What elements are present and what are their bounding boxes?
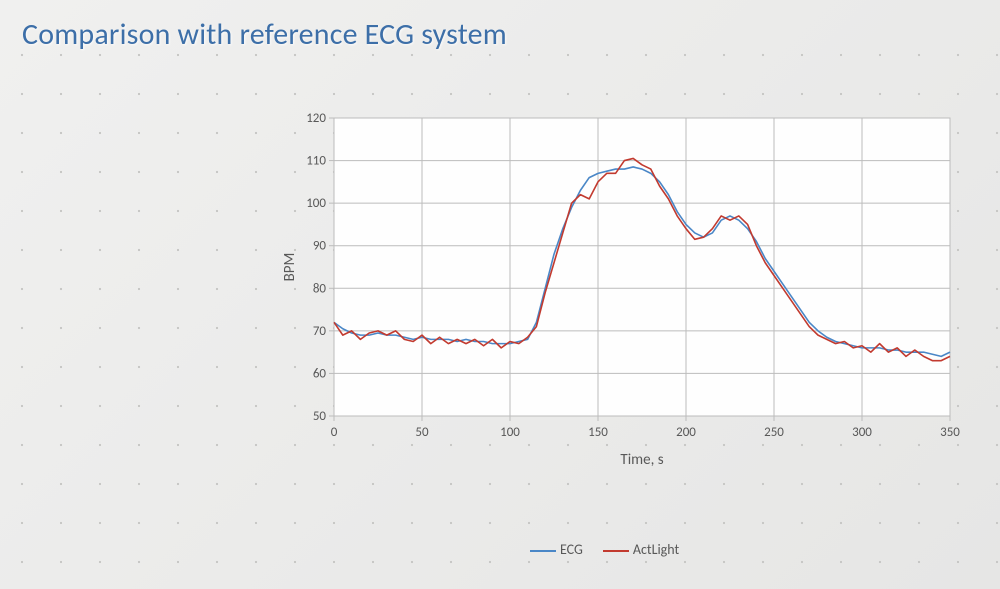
x-tick-label: 50	[415, 425, 429, 440]
y-tick-label: 60	[313, 366, 327, 381]
legend-item-ecg: ECG	[530, 541, 583, 558]
plot-background	[334, 118, 950, 416]
legend-item-actlight: ActLight	[603, 541, 679, 558]
x-axis-label: Time, s	[620, 451, 663, 469]
y-tick-label: 80	[313, 281, 327, 296]
y-tick-label: 120	[306, 111, 326, 126]
y-tick-label: 110	[306, 154, 326, 169]
y-axis-label: BPM	[281, 253, 299, 282]
x-tick-label: 150	[588, 425, 608, 440]
slide-title: Comparison with reference ECG system	[22, 16, 507, 53]
legend-label: ActLight	[633, 541, 679, 558]
y-tick-label: 70	[313, 324, 327, 339]
y-tick-label: 100	[306, 196, 326, 211]
y-tick-label: 50	[313, 409, 327, 424]
x-tick-label: 300	[852, 425, 872, 440]
x-tick-label: 100	[500, 425, 520, 440]
x-tick-label: 250	[764, 425, 784, 440]
x-tick-label: 200	[676, 425, 696, 440]
chart-container: 50 60 70 80 90 100 110 120 0 50 100 150 200 250 300 350…	[280, 108, 960, 478]
y-tick-label: 90	[313, 239, 327, 254]
chart-legend: ECG ActLight	[520, 540, 689, 558]
legend-swatch	[603, 550, 629, 552]
x-tick-label: 0	[331, 425, 338, 440]
bpm-chart: 50 60 70 80 90 100 110 120 0 50 100 150 200 250 300 350…	[280, 108, 960, 478]
x-tick-label: 350	[940, 425, 960, 440]
legend-label: ECG	[560, 541, 583, 558]
legend-swatch	[530, 550, 556, 552]
